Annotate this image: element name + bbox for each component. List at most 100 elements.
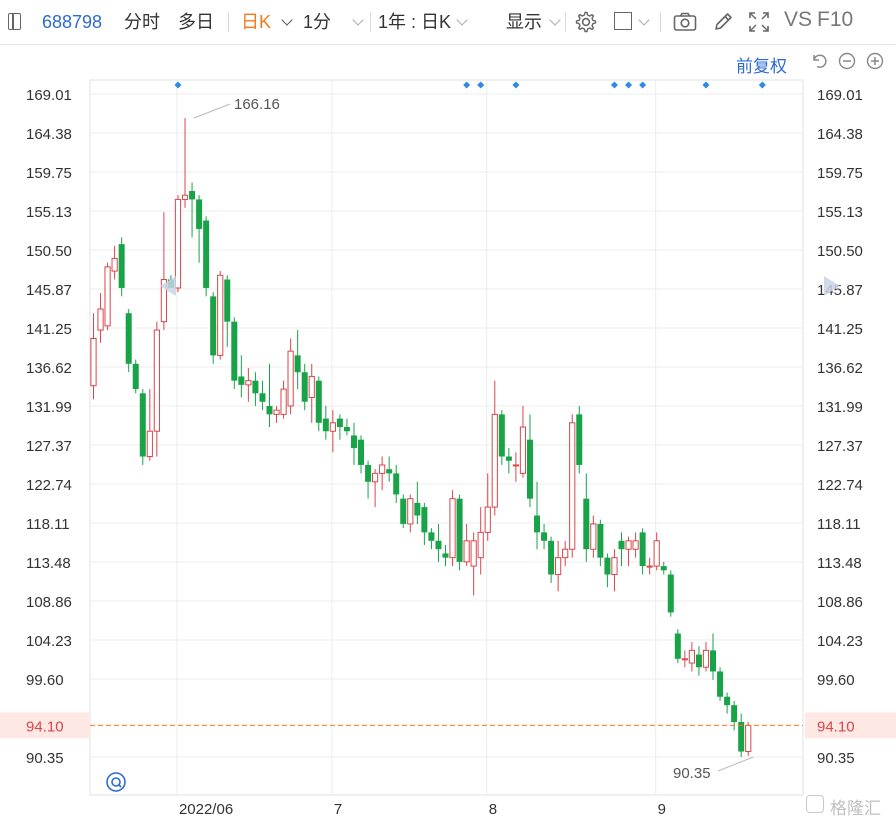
- candle: [618, 532, 625, 567]
- candle-body: [477, 531, 484, 559]
- candle-body: [562, 548, 569, 559]
- camera-icon[interactable]: [673, 11, 697, 33]
- watermark-logo: [806, 795, 824, 813]
- y-tick-label-left: 155.13: [26, 204, 72, 221]
- zoom-out-icon[interactable]: [838, 52, 856, 70]
- y-tick-label-right: 169.01: [817, 87, 863, 104]
- y-tick-label-left: 99.60: [26, 672, 64, 689]
- y-tick-label-right: 136.62: [817, 360, 863, 377]
- undo-icon[interactable]: [810, 52, 828, 70]
- candle-body: [456, 498, 463, 562]
- vs-button[interactable]: VS: [784, 8, 813, 31]
- candle-body: [308, 375, 315, 399]
- candle-body: [428, 532, 435, 541]
- event-marker: [610, 81, 618, 89]
- annotations: 166.16 90.35: [193, 96, 754, 782]
- tab-minute[interactable]: 1分: [303, 12, 332, 32]
- plot-border: [89, 79, 804, 796]
- candle-body: [583, 498, 590, 550]
- y-tick-label-left: 113.48: [26, 555, 71, 572]
- y-tick-label-left: 127.37: [26, 438, 72, 455]
- candle-body: [350, 435, 357, 449]
- y-tick-label-left: 94.10: [26, 718, 64, 735]
- y-tick-label-right: 155.13: [817, 204, 863, 221]
- candle-body: [745, 724, 752, 753]
- candle-body: [625, 540, 632, 550]
- candle: [491, 380, 498, 516]
- candle-body: [217, 274, 224, 356]
- candle: [322, 405, 329, 440]
- candle: [315, 376, 322, 432]
- candle-body: [632, 540, 639, 550]
- candle-body: [393, 473, 400, 495]
- y-tick-label-right: 164.38: [817, 126, 863, 143]
- candle: [505, 448, 512, 474]
- chart-navigation[interactable]: [106, 276, 840, 792]
- y-tick-label-left: 104.23: [26, 633, 72, 650]
- candle: [717, 667, 724, 701]
- toolbar: 688798 分时 多日 日K 1分 1年 : 日K 显示 VS F10: [0, 0, 896, 45]
- y-tick-label-left: 118.11: [26, 516, 70, 533]
- candle: [111, 245, 118, 280]
- y-tick-label-right: 131.99: [817, 399, 863, 416]
- candle: [695, 646, 702, 676]
- y-tick-label-right: 150.50: [817, 243, 863, 260]
- search-circle-icon[interactable]: [106, 772, 126, 792]
- candle-body: [97, 308, 104, 331]
- y-tick-label-right: 141.25: [817, 321, 863, 338]
- candle-body: [526, 439, 533, 499]
- left-arrow-icon[interactable]: [160, 276, 176, 296]
- right-arrow-icon[interactable]: [824, 276, 840, 296]
- fullscreen-icon[interactable]: [748, 11, 770, 33]
- settings-gear-icon[interactable]: [575, 11, 597, 33]
- candle: [456, 494, 463, 571]
- display-menu[interactable]: 显示: [506, 12, 542, 32]
- candle: [625, 536, 632, 567]
- checkbox-icon[interactable]: [614, 12, 632, 30]
- pencil-icon[interactable]: [712, 11, 734, 33]
- candle: [245, 368, 252, 402]
- candle-body: [322, 418, 329, 432]
- candle: [174, 195, 182, 293]
- candle-body: [653, 540, 660, 567]
- x-tick-label: 8: [489, 801, 497, 818]
- zoom-in-icon[interactable]: [866, 52, 884, 70]
- candle: [449, 490, 456, 567]
- adjust-label[interactable]: 前复权: [736, 57, 787, 76]
- period-selector[interactable]: 1年 : 日K: [378, 12, 452, 32]
- candle: [118, 237, 125, 297]
- stock-code[interactable]: 688798: [42, 12, 103, 32]
- x-axis-labels: 2022/06 7 8 9: [179, 801, 666, 818]
- candle-body: [231, 321, 238, 381]
- event-markers[interactable]: [174, 81, 766, 89]
- candle: [132, 359, 139, 394]
- candle: [238, 355, 245, 398]
- candle: [562, 540, 569, 567]
- candle-body: [618, 540, 625, 550]
- candle: [365, 460, 372, 499]
- candle-body: [181, 194, 189, 200]
- tab-daily-k[interactable]: 日K: [241, 12, 272, 32]
- min-leader-line: [717, 756, 754, 772]
- candle: [379, 456, 386, 491]
- tab-intraday[interactable]: 分时: [124, 12, 160, 32]
- tab-multiday[interactable]: 多日: [178, 12, 214, 32]
- candle: [146, 389, 153, 461]
- event-marker: [702, 81, 710, 89]
- candle-body: [534, 515, 541, 533]
- candle-body: [379, 464, 386, 474]
- sidebar-icon[interactable]: [8, 13, 21, 30]
- max-leader-line: [193, 103, 231, 119]
- event-marker: [639, 81, 647, 89]
- candle: [160, 212, 168, 331]
- candle: [139, 389, 146, 465]
- candle-body: [611, 557, 618, 576]
- f10-button[interactable]: F10: [817, 8, 854, 31]
- candle-body: [153, 329, 160, 432]
- candle-body: [111, 257, 118, 272]
- candle: [414, 481, 421, 524]
- candle-body: [688, 649, 695, 664]
- candle: [252, 372, 259, 406]
- candles[interactable]: [90, 118, 752, 757]
